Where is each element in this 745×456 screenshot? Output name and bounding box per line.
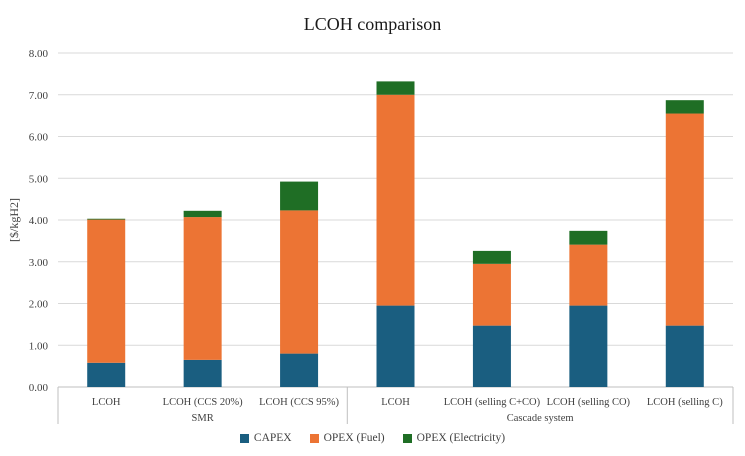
category-label: LCOH (CCS 20%)	[163, 397, 243, 408]
y-tick-label: 1.00	[29, 340, 49, 352]
bar-segment	[87, 219, 126, 363]
bar-segment	[472, 263, 511, 326]
bar-segment	[183, 210, 222, 218]
bar-segment	[376, 305, 415, 387]
legend: CAPEX OPEX (Fuel) OPEX (Electricity)	[0, 432, 745, 444]
y-tick-label: 3.00	[29, 257, 49, 269]
y-tick-label: 5.00	[29, 173, 49, 185]
bar-segment	[665, 100, 704, 114]
y-tick-label: 6.00	[29, 132, 49, 144]
group-label: Cascade system	[507, 413, 574, 424]
bar-segment	[183, 217, 222, 360]
bar-segment	[280, 210, 319, 354]
bar-segment	[376, 94, 415, 306]
bar-segment	[280, 353, 319, 387]
y-tick-label: 8.00	[29, 48, 49, 60]
category-label: LCOH (selling C)	[647, 397, 723, 408]
y-tick-label: 0.00	[29, 382, 49, 394]
bar-segment	[569, 305, 608, 387]
category-label: LCOH (selling CO)	[547, 397, 631, 408]
legend-item: OPEX (Fuel)	[309, 432, 385, 444]
bar-segment	[183, 359, 222, 387]
y-tick-label: 2.00	[29, 299, 49, 311]
bar-segment	[569, 244, 608, 306]
bar-segment	[665, 325, 704, 387]
bar-segment	[280, 181, 319, 211]
bar-segment	[569, 230, 608, 245]
category-label: LCOH	[381, 397, 410, 408]
legend-swatch	[239, 433, 249, 443]
legend-label: CAPEX	[253, 432, 292, 444]
legend-swatch	[309, 433, 319, 443]
category-label: LCOH	[92, 397, 121, 408]
legend-item: CAPEX	[239, 432, 292, 444]
lcoh-chart: 0.00 1.00 2.00 3.00 4.00 5.00 6.00 7.00 8.00 [$/k…	[7, 48, 734, 424]
chart-title: LCOH comparison	[303, 14, 442, 34]
legend-label: OPEX (Fuel)	[323, 432, 385, 444]
bar-segment	[87, 362, 126, 387]
legend-item: OPEX (Electricity)	[402, 432, 506, 444]
y-tick-label: 7.00	[29, 90, 49, 102]
bar-segment	[376, 81, 415, 95]
category-label: LCOH (CCS 95%)	[259, 397, 339, 408]
legend-label: OPEX (Electricity)	[416, 432, 506, 444]
bar-segment	[87, 218, 126, 220]
group-label: SMR	[192, 413, 214, 424]
bar-segment	[472, 325, 511, 387]
y-axis-label: [$/kgH2]	[7, 198, 21, 242]
y-tick-label: 4.00	[29, 215, 49, 227]
legend-swatch	[402, 433, 412, 443]
bar-segment	[472, 250, 511, 264]
bar-segment	[665, 113, 704, 326]
category-label: LCOH (selling C+CO)	[444, 397, 541, 408]
